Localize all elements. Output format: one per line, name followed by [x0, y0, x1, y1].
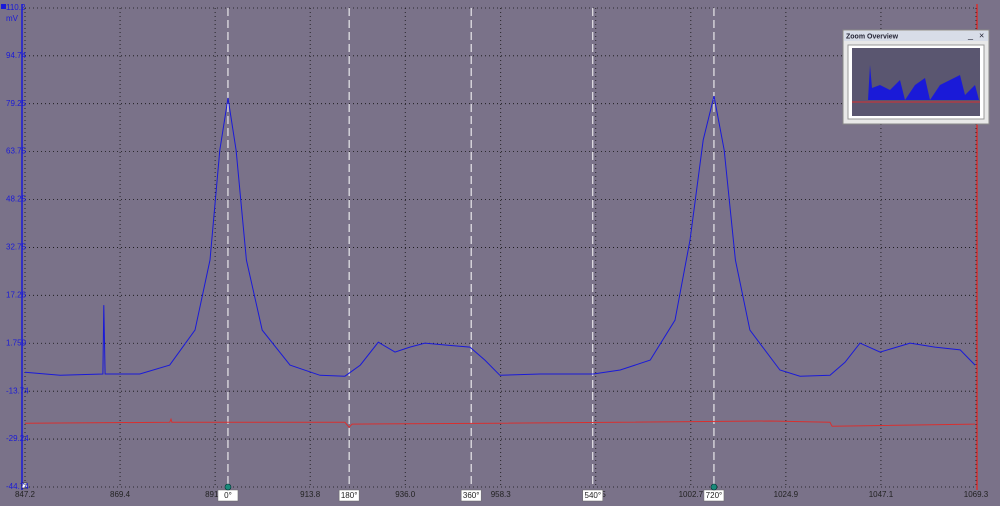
x-tick-label: 1047.1 — [869, 490, 894, 499]
ruler-label: 720° — [706, 491, 723, 500]
origin-marker — [21, 482, 28, 489]
ruler-label-box — [460, 489, 482, 502]
zoom-overview[interactable]: Zoom Overview _ × — [842, 29, 990, 125]
zoom-title: Zoom Overview — [846, 33, 899, 40]
ruler-handle — [224, 483, 232, 491]
x-tick-label: 958.3 — [491, 490, 512, 499]
ruler-label: 0° — [224, 491, 232, 500]
x-tick-label: 1024.9 — [774, 490, 799, 499]
zoom-minimize[interactable]: _ — [967, 29, 974, 39]
trace — [24, 95, 976, 377]
ruler-handle — [710, 483, 718, 491]
ruler-label: 180° — [341, 491, 358, 500]
y-tick-label: 79.25 — [6, 99, 27, 108]
trace — [24, 417, 976, 428]
x-tick-label: 847.2 — [15, 490, 36, 499]
ruler-label-box — [582, 489, 604, 502]
zoom-close[interactable]: × — [979, 30, 984, 40]
x-tick-label: 891.6 — [205, 490, 226, 499]
y-tick-label: -29.24 — [6, 434, 29, 443]
y-tick-label: 110.2 — [6, 3, 26, 12]
ruler-label: 360° — [463, 491, 480, 500]
y-tick-label: 32.75 — [6, 243, 27, 252]
traces — [24, 95, 976, 428]
channel-a-marker — [1, 4, 6, 9]
y-tick-label: -13.74 — [6, 386, 29, 395]
x-tick-label: 1069.3 — [964, 490, 989, 499]
y-unit: mV — [6, 14, 19, 23]
ruler-label: 540° — [585, 491, 602, 500]
y-tick-label: 63.75 — [6, 147, 27, 156]
y-tick-label: 17.26 — [6, 290, 27, 299]
x-tick-label: 1002.7 — [679, 490, 704, 499]
y-tick-label: 48.25 — [6, 195, 27, 204]
zoom-thumb-trace — [868, 65, 979, 100]
x-tick-label: 913.8 — [300, 490, 321, 499]
grid — [24, 7, 977, 488]
y-tick-label: 94.74 — [6, 51, 27, 60]
y-tick-label: -44.74 — [6, 482, 29, 491]
ruler-label-box — [338, 489, 360, 502]
y-tick-label: 1.759 — [6, 338, 27, 347]
x-tick-label: 869.4 — [110, 490, 131, 499]
zoom-titlebar — [844, 31, 988, 41]
x-tick-label: 936.0 — [395, 490, 416, 499]
